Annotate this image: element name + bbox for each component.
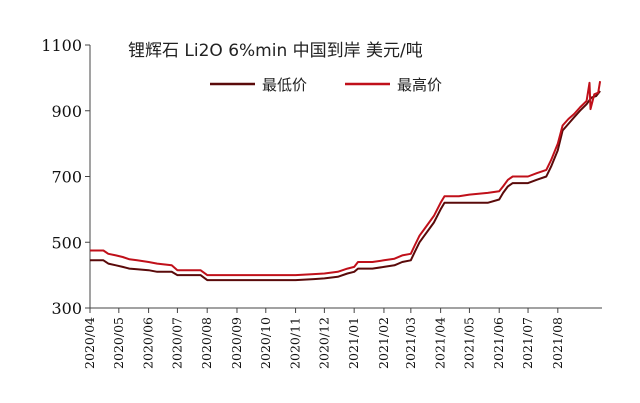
y-tick-label: 500 xyxy=(51,233,82,252)
y-tick-label: 700 xyxy=(51,168,82,187)
x-tick-label: 2021/08 xyxy=(550,317,565,369)
x-tick-label: 2021/06 xyxy=(491,317,506,369)
x-tick-label: 2020/05 xyxy=(111,317,126,369)
x-tick-label: 2021/01 xyxy=(346,317,361,369)
chart-title: 锂辉石 Li2O 6%min 中国到岸 美元/吨 xyxy=(128,41,423,61)
y-tick-label: 900 xyxy=(51,102,82,121)
x-tick-label: 2020/11 xyxy=(288,317,303,369)
x-tick-label: 2021/04 xyxy=(433,317,448,369)
series-layer xyxy=(90,81,602,282)
legend: 最低价 最高价 xyxy=(210,76,442,94)
x-tick-label: 2021/07 xyxy=(520,317,535,369)
y-tick-label: 1100 xyxy=(41,36,82,55)
x-tick-label: 2021/05 xyxy=(461,317,476,369)
x-tick-label: 2020/07 xyxy=(169,317,184,369)
x-tick-label: 2020/08 xyxy=(199,317,214,369)
x-tick-label: 2020/12 xyxy=(316,317,331,369)
series-line-low-price xyxy=(90,90,601,282)
x-axis-ticks: 2020/04 2020/05 2020/06 2020/07 2020/08 2020/… xyxy=(82,308,565,369)
y-axis-ticks: 300 500 700 900 1100 xyxy=(41,36,90,318)
legend-label-low-price: 最低价 xyxy=(262,76,307,94)
x-tick-label: 2020/10 xyxy=(258,317,273,369)
x-tick-label: 2021/02 xyxy=(376,317,391,369)
legend-label-high-price: 最高价 xyxy=(397,76,442,94)
y-tick-label: 300 xyxy=(51,299,82,318)
x-tick-label: 2020/09 xyxy=(229,317,244,369)
x-tick-label: 2020/06 xyxy=(141,317,156,369)
x-tick-label: 2020/04 xyxy=(82,317,97,369)
series-line-high-price xyxy=(90,81,602,277)
x-tick-label: 2021/03 xyxy=(403,317,418,369)
